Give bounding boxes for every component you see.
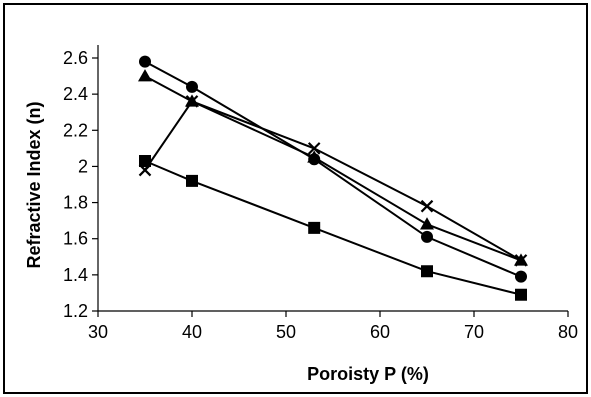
x-axis-title: Poroisty P (%) <box>307 364 429 384</box>
y-axis-title: Refractive Index (n) <box>24 101 44 268</box>
data-point-square <box>139 155 151 168</box>
data-point-triangle <box>138 69 152 82</box>
data-point-triangle <box>420 217 434 230</box>
data-point-circle <box>421 230 433 243</box>
data-point-circle <box>515 270 527 283</box>
data-point-cross <box>420 199 434 213</box>
data-point-square <box>515 288 527 301</box>
tick-labels: 1.2 1.4 1.6 1.8 2 2.2 2.4 2.6 30 40 50 60 70 80 <box>63 48 578 342</box>
data-point-circle <box>139 55 151 68</box>
y-tick-label: 1.8 <box>63 193 88 213</box>
data-point-cross <box>307 142 321 155</box>
y-tick-label: 2.2 <box>63 120 88 140</box>
data-point-circle <box>186 80 198 93</box>
x-tick-label: 30 <box>88 322 108 342</box>
x-tick-label: 80 <box>558 322 578 342</box>
data-point-cross <box>514 254 528 267</box>
x-tick-label: 60 <box>370 322 390 342</box>
y-tick-label: 2.4 <box>63 84 88 104</box>
series-markers <box>138 55 528 301</box>
series-line-triangle <box>144 75 522 262</box>
axes <box>92 45 569 317</box>
data-point-square <box>421 265 433 278</box>
chart-frame <box>3 3 588 394</box>
y-tick-label: 1.4 <box>63 265 88 285</box>
data-point-triangle <box>307 150 322 163</box>
y-tick-label: 2 <box>78 156 88 176</box>
data-point-cross <box>185 95 199 108</box>
x-tick-label: 50 <box>276 322 296 342</box>
series-line-cross <box>144 100 522 262</box>
x-tick-label: 70 <box>464 322 484 342</box>
data-point-square <box>308 221 321 234</box>
x-tick-label: 40 <box>182 322 202 342</box>
series-lines <box>144 60 522 296</box>
y-tick-label: 1.2 <box>63 301 88 321</box>
y-tick-label: 2.6 <box>63 48 88 68</box>
data-point-square <box>186 174 198 187</box>
y-tick-label: 1.6 <box>63 229 88 249</box>
